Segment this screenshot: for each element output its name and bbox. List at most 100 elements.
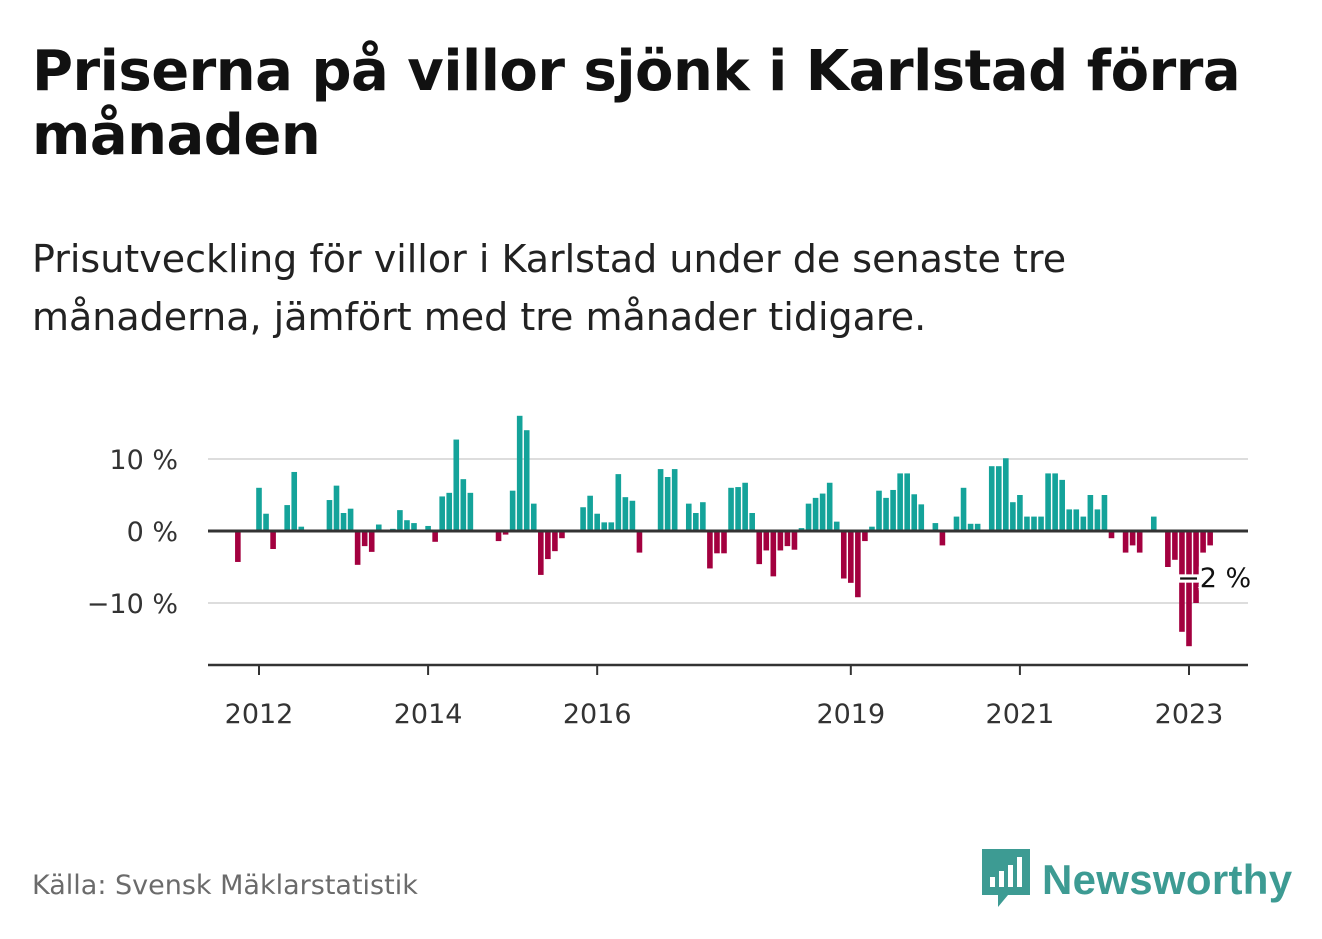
bar xyxy=(530,503,537,531)
bar xyxy=(770,531,777,577)
bar xyxy=(397,510,403,531)
bar xyxy=(791,531,798,550)
bar xyxy=(932,523,939,531)
x-tick-label: 2019 xyxy=(816,699,885,730)
bar xyxy=(1193,531,1199,603)
bar xyxy=(256,487,262,531)
bar xyxy=(1087,495,1094,531)
bar xyxy=(502,531,509,535)
bar xyxy=(1108,531,1115,539)
bar xyxy=(1136,531,1143,553)
x-tick-label: 2023 xyxy=(1155,699,1224,730)
bar xyxy=(545,531,551,560)
chart-subtitle: Prisutveckling för villor i Karlstad und… xyxy=(32,237,1067,339)
bar xyxy=(284,505,290,531)
bar xyxy=(735,487,741,531)
bar xyxy=(587,495,593,531)
gridlines xyxy=(208,458,1248,604)
bar xyxy=(235,531,241,562)
bar xyxy=(629,500,636,531)
bar xyxy=(291,471,298,531)
bar xyxy=(1165,531,1171,567)
bar xyxy=(862,531,868,542)
axes xyxy=(208,529,1248,675)
bar xyxy=(1200,531,1206,553)
bar xyxy=(911,494,918,531)
bar xyxy=(453,439,460,531)
bar xyxy=(516,415,523,531)
bar xyxy=(298,526,305,531)
bar xyxy=(967,523,974,531)
bar xyxy=(1101,495,1108,531)
bar xyxy=(1031,516,1037,531)
bar xyxy=(1129,531,1136,546)
bar xyxy=(1059,479,1065,531)
bar xyxy=(580,507,586,531)
bar xyxy=(601,522,608,531)
bar xyxy=(939,531,946,546)
chart-title: Priserna på villor sjönk i Karlstad förr… xyxy=(32,39,1241,168)
bar xyxy=(833,521,840,531)
bar xyxy=(552,531,558,552)
bar xyxy=(1094,509,1101,531)
bar xyxy=(960,487,967,531)
bar xyxy=(439,496,445,531)
bar xyxy=(538,531,544,575)
bar xyxy=(270,531,276,549)
bar xyxy=(685,503,692,531)
bar xyxy=(848,531,854,583)
x-tick-label: 2012 xyxy=(225,699,294,730)
bar xyxy=(1003,458,1009,531)
newsworthy-logo: Newsworthy xyxy=(982,848,1292,912)
bar xyxy=(1073,509,1080,531)
bar xyxy=(995,466,1002,531)
bar xyxy=(664,477,671,531)
bar xyxy=(375,524,382,531)
y-tick-label: 10 % xyxy=(109,445,178,476)
bar xyxy=(671,469,678,531)
bar xyxy=(1024,516,1030,531)
brand-name: Newsworthy xyxy=(1042,856,1293,903)
bar xyxy=(615,474,622,531)
bar xyxy=(812,497,819,531)
bar xyxy=(354,531,361,565)
bar xyxy=(1080,516,1087,531)
bar xyxy=(263,513,269,531)
bar xyxy=(460,479,467,531)
bar xyxy=(700,502,706,531)
bar xyxy=(1186,531,1192,647)
x-tick-label: 2021 xyxy=(986,699,1055,730)
bar xyxy=(805,503,812,531)
newsworthy-chart-icon xyxy=(982,849,1030,907)
bar xyxy=(495,531,502,542)
bar xyxy=(340,513,347,531)
bar xyxy=(636,531,643,553)
bar xyxy=(1207,531,1213,546)
bar xyxy=(1172,531,1178,560)
bar xyxy=(742,482,748,531)
bar xyxy=(333,485,340,531)
bar xyxy=(1179,531,1185,632)
bar xyxy=(988,466,995,531)
bar xyxy=(1150,516,1157,531)
bar xyxy=(559,531,565,539)
bar xyxy=(411,523,417,531)
bar xyxy=(728,487,734,531)
bar xyxy=(509,490,516,531)
bar xyxy=(763,531,770,551)
bar xyxy=(608,522,615,531)
bar xyxy=(1038,516,1044,531)
bar xyxy=(876,490,882,531)
x-tick-label: 2014 xyxy=(394,699,463,730)
last-value-label: −2 % xyxy=(1177,563,1251,594)
y-tick-label: −10 % xyxy=(87,589,178,620)
bar xyxy=(819,493,826,531)
bar xyxy=(446,492,453,531)
bar xyxy=(714,531,720,554)
bar xyxy=(432,531,438,542)
bar xyxy=(622,497,629,531)
bar xyxy=(425,525,431,531)
bar xyxy=(777,531,784,551)
bar xyxy=(883,497,889,531)
bar xyxy=(1122,531,1129,553)
